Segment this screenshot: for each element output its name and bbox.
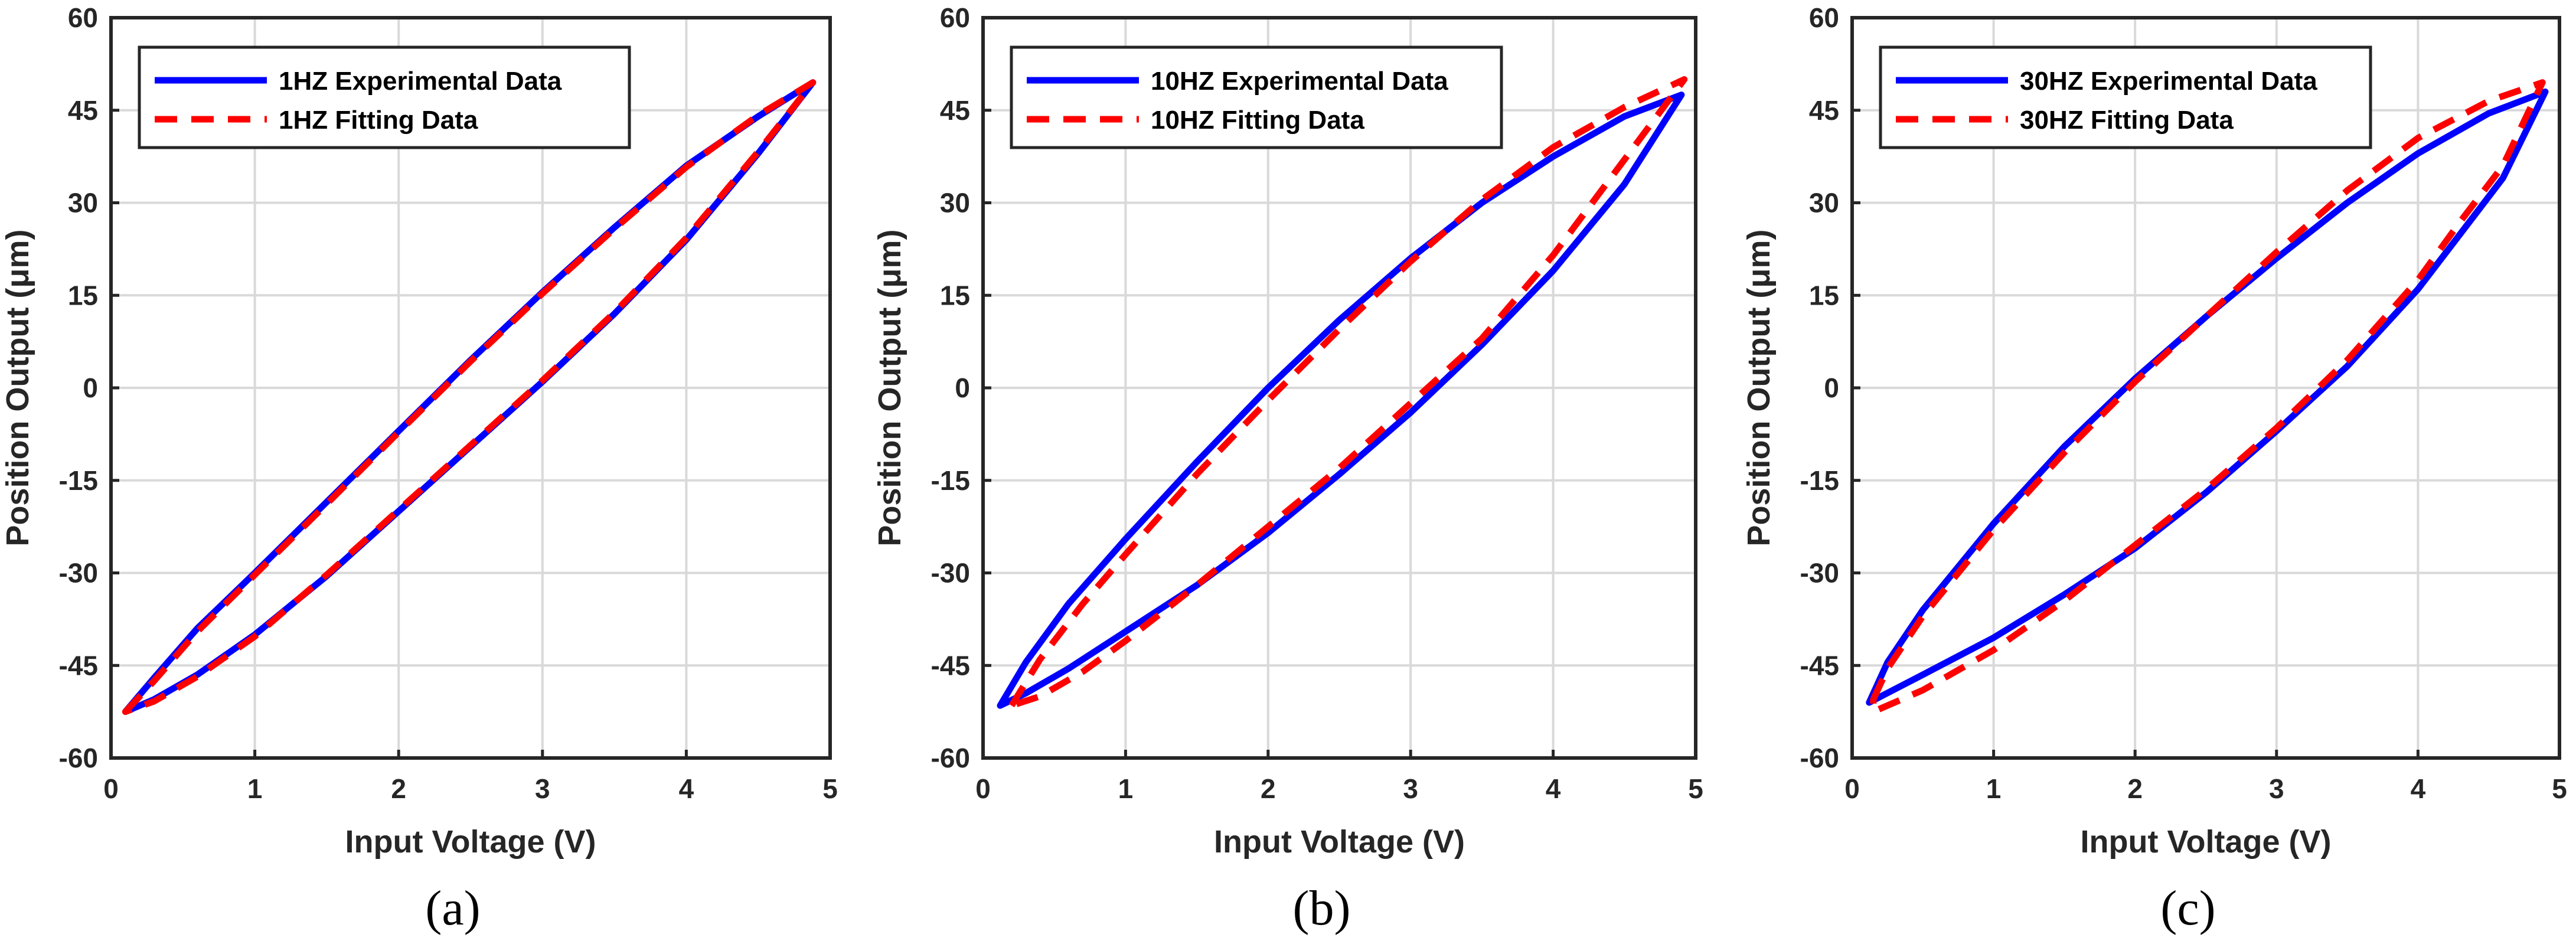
x-tick-label: 2 xyxy=(1261,773,1276,804)
legend: 10HZ Experimental Data 10HZ Fitting Data xyxy=(1010,45,1503,149)
x-tick-label: 5 xyxy=(2552,773,2567,804)
y-tick-label: -45 xyxy=(59,650,98,681)
x-tick-label: 2 xyxy=(391,773,406,804)
y-tick-label: 30 xyxy=(68,188,98,218)
panel-caption: (a) xyxy=(425,881,480,936)
y-tick-label: 45 xyxy=(68,95,98,126)
y-tick-label: 0 xyxy=(955,373,970,403)
x-tick-label: 1 xyxy=(1986,773,2002,804)
y-tick-label: 15 xyxy=(68,280,98,311)
x-tick-label: 3 xyxy=(535,773,550,804)
y-tick-label: 60 xyxy=(68,2,98,33)
y-tick-label: -30 xyxy=(1800,558,1839,589)
x-tick-label: 4 xyxy=(1546,773,1561,804)
x-tick-label: 4 xyxy=(2411,773,2426,804)
x-tick-label: 4 xyxy=(679,773,694,804)
legend-label-fitting: 30HZ Fitting Data xyxy=(2020,106,2234,135)
y-tick-label: 0 xyxy=(1824,373,1839,403)
y-axis-label: Position Output (μm) xyxy=(0,230,35,547)
x-tick-label: 3 xyxy=(1403,773,1418,804)
x-tick-label: 0 xyxy=(103,773,119,804)
x-tick-label: 5 xyxy=(822,773,838,804)
x-axis-label: Input Voltage (V) xyxy=(345,824,596,860)
y-tick-label: -60 xyxy=(1800,743,1839,773)
panel-caption: (b) xyxy=(1293,881,1351,936)
legend-box xyxy=(138,45,631,149)
x-tick-label: 0 xyxy=(1844,773,1860,804)
y-tick-label: 45 xyxy=(1809,95,1839,126)
y-tick-label: -30 xyxy=(931,558,970,589)
y-tick-label: 15 xyxy=(1809,280,1839,311)
y-tick-label: -45 xyxy=(1800,650,1839,681)
legend-label-experimental: 1HZ Experimental Data xyxy=(279,67,562,96)
y-axis-label: Position Output (μm) xyxy=(872,230,907,547)
legend-label-fitting: 10HZ Fitting Data xyxy=(1151,106,1364,135)
y-tick-label: 30 xyxy=(940,188,970,218)
x-tick-label: 1 xyxy=(1118,773,1134,804)
legend-label-fitting: 1HZ Fitting Data xyxy=(279,106,478,135)
y-tick-label: 15 xyxy=(940,280,970,311)
y-axis-label: Position Output (μm) xyxy=(1741,230,1777,547)
x-axis-label: Input Voltage (V) xyxy=(2081,824,2332,860)
y-tick-label: 30 xyxy=(1809,188,1839,218)
x-tick-label: 0 xyxy=(975,773,991,804)
y-tick-label: -30 xyxy=(59,558,98,589)
y-tick-label: 60 xyxy=(1809,2,1839,33)
y-tick-label: -15 xyxy=(59,465,98,496)
y-tick-label: -15 xyxy=(931,465,970,496)
legend-label-experimental: 10HZ Experimental Data xyxy=(1151,67,1448,96)
x-tick-label: 1 xyxy=(247,773,263,804)
x-tick-label: 3 xyxy=(2269,773,2284,804)
y-tick-label: 45 xyxy=(940,95,970,126)
y-tick-label: -60 xyxy=(931,743,970,773)
y-tick-label: 0 xyxy=(83,373,98,403)
x-tick-label: 5 xyxy=(1688,773,1703,804)
series-line-fitting xyxy=(1870,79,2546,715)
x-axis-label: Input Voltage (V) xyxy=(1214,824,1465,860)
legend-label-experimental: 30HZ Experimental Data xyxy=(2020,67,2317,96)
panel-caption: (c) xyxy=(2160,881,2215,936)
series-line-fitting xyxy=(1008,76,1688,709)
legend: 30HZ Experimental Data 30HZ Fitting Data xyxy=(1879,45,2372,149)
y-tick-label: -60 xyxy=(59,743,98,773)
legend-box xyxy=(1010,45,1503,149)
series-line-fitting xyxy=(122,79,817,715)
legend: 1HZ Experimental Data 1HZ Fitting Data xyxy=(138,45,631,149)
y-tick-label: 60 xyxy=(940,2,970,33)
x-tick-label: 2 xyxy=(2127,773,2143,804)
y-tick-label: -45 xyxy=(931,650,970,681)
legend-box xyxy=(1879,45,2372,149)
y-tick-label: -15 xyxy=(1800,465,1839,496)
